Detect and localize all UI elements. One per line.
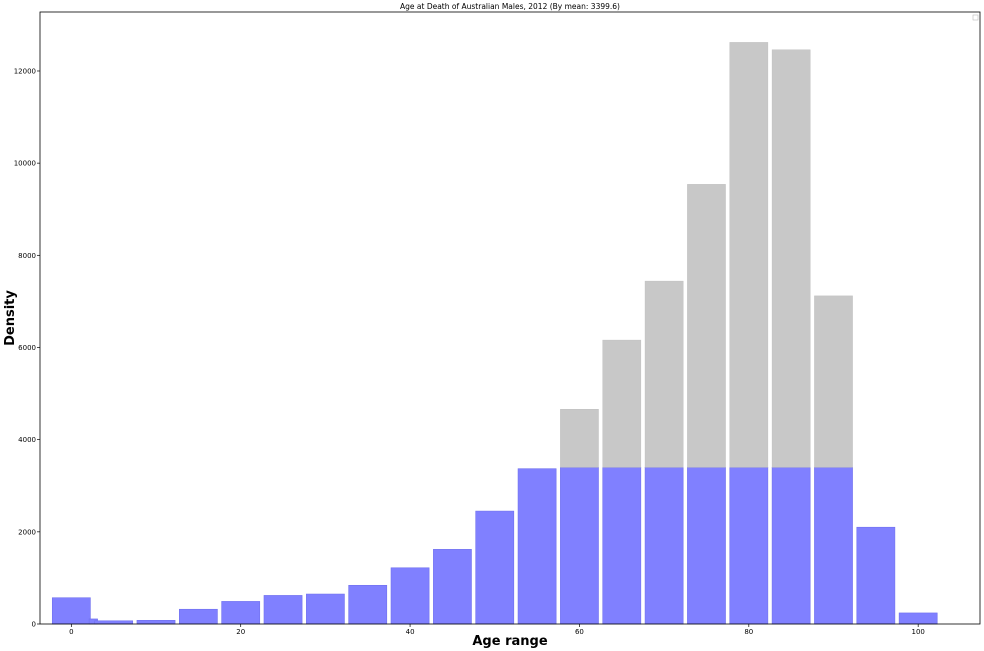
bar-capped	[306, 593, 345, 625]
bar-capped	[390, 567, 430, 625]
bar-capped	[560, 467, 599, 625]
bar-capped	[348, 584, 388, 625]
y-tick-label: 6000	[18, 344, 36, 352]
bar-excess	[729, 42, 769, 468]
bar-excess	[602, 339, 642, 468]
bars-group	[51, 42, 938, 625]
x-tick-label: 60	[575, 628, 584, 636]
legend-box	[972, 14, 979, 21]
bar-capped	[602, 467, 642, 625]
x-axis-label: Age range	[472, 634, 547, 649]
x-tick-label: 100	[911, 628, 924, 636]
bar-capped	[475, 510, 515, 625]
bar-capped	[898, 612, 938, 625]
y-tick-label: 4000	[18, 436, 36, 444]
y-tick-label: 12000	[14, 67, 36, 75]
x-tick-label: 80	[744, 628, 753, 636]
bar-excess	[771, 49, 811, 468]
bar-capped	[221, 601, 261, 625]
bar-capped	[433, 549, 472, 625]
y-tick-label: 8000	[18, 252, 36, 260]
bar-capped	[814, 467, 853, 625]
bar-capped	[687, 467, 726, 625]
bar-excess	[687, 184, 726, 468]
bar-excess	[814, 295, 853, 468]
bar-capped	[263, 595, 303, 625]
bar-capped	[94, 620, 134, 625]
x-tick-label: 20	[236, 628, 245, 636]
bar-excess	[560, 408, 599, 468]
y-ticks-group: 0 2000 4000 6000 8000 10000 12000	[14, 67, 40, 629]
y-tick-label: 0	[32, 621, 36, 629]
bar-capped	[517, 468, 557, 625]
bar-capped	[771, 467, 811, 625]
plot-frame	[39, 11, 981, 625]
y-tick-label: 10000	[14, 160, 36, 168]
bar-capped	[136, 620, 176, 625]
x-ticks-group: 0 20 40 60 80 100	[69, 624, 925, 636]
bar-capped	[856, 526, 896, 625]
bar-excess	[644, 280, 684, 468]
bar-capped	[179, 608, 218, 625]
bar-capped	[644, 467, 684, 625]
y-axis-label: Density	[3, 290, 18, 346]
y-tick-label: 2000	[18, 528, 36, 536]
x-tick-label: 40	[406, 628, 415, 636]
bar-capped	[729, 467, 769, 625]
x-tick-label: 0	[69, 628, 73, 636]
bar-capped	[51, 597, 91, 625]
chart-title: Age at Death of Australian Males, 2012 (…	[400, 2, 620, 11]
